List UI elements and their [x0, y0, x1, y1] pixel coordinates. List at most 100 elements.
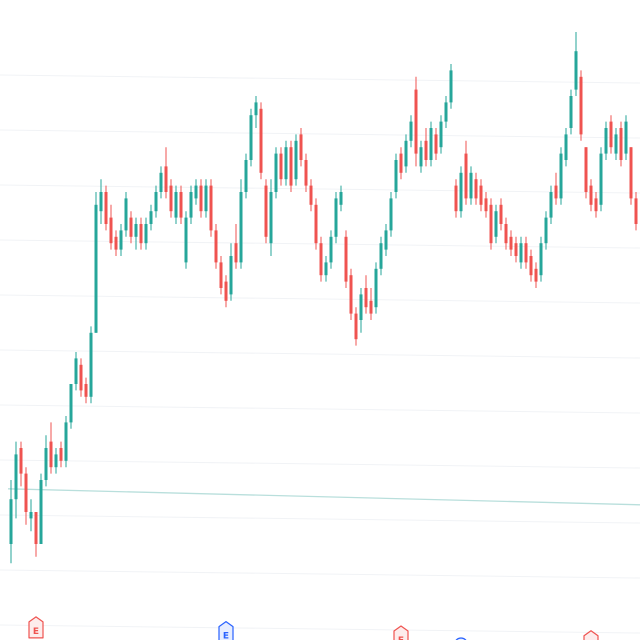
event-marker[interactable] [583, 630, 599, 640]
candle [354, 307, 358, 346]
candle-body [449, 70, 453, 103]
candle-body [74, 358, 78, 384]
event-marker[interactable]: E [218, 621, 234, 640]
candle-body [194, 185, 198, 199]
candle-body [129, 217, 133, 237]
candle [359, 288, 363, 333]
candle [479, 179, 483, 212]
candle-body [484, 198, 488, 212]
event-marker[interactable]: E [393, 625, 409, 640]
candle [494, 204, 498, 244]
candle-body [619, 128, 623, 160]
candle-body [174, 192, 178, 218]
candle-body [234, 243, 238, 263]
candle [234, 224, 238, 269]
earnings-flag-icon [28, 616, 44, 639]
candle-body [69, 384, 73, 423]
candle-body [239, 192, 243, 263]
candle [509, 230, 513, 256]
candle-body [574, 51, 578, 90]
candle-body [614, 134, 618, 154]
candle-body [189, 192, 193, 218]
candle [599, 147, 603, 212]
candle [514, 236, 518, 263]
candle [289, 140, 293, 192]
candle-body [454, 185, 458, 212]
candle [169, 179, 173, 218]
candle [584, 147, 588, 199]
candle [154, 185, 158, 218]
candle-body [499, 204, 503, 224]
candle [539, 236, 543, 282]
gridline [0, 294, 640, 304]
candle [424, 128, 428, 167]
candle-body [584, 147, 588, 192]
candle-body [509, 236, 513, 250]
candle-body [624, 121, 628, 154]
candle-body [479, 185, 483, 205]
candle [129, 211, 133, 244]
candle-body [309, 185, 313, 205]
candle-body [204, 185, 208, 212]
candle [469, 166, 473, 205]
candle-body [569, 96, 573, 128]
candle [19, 441, 23, 487]
candle-body [294, 140, 298, 180]
candle-body [224, 281, 228, 301]
candle [114, 230, 118, 256]
candle-body [9, 499, 13, 544]
candle [409, 115, 413, 148]
candle [119, 224, 123, 256]
candle-body [334, 198, 338, 237]
candle-body [369, 300, 373, 314]
candle [589, 179, 593, 212]
candle [594, 192, 598, 218]
candle-body [34, 512, 38, 544]
candle-body [124, 198, 128, 231]
candle-body [414, 89, 418, 154]
candle [159, 166, 163, 199]
candle-body [464, 153, 468, 199]
candle [29, 499, 33, 532]
candle [84, 377, 88, 404]
candle [444, 96, 448, 128]
candle [134, 217, 138, 250]
candle-body [84, 384, 88, 397]
candle-body [209, 185, 213, 231]
candle-body [439, 121, 443, 148]
candle-body [79, 364, 83, 391]
candle [24, 467, 28, 525]
event-marker[interactable]: E [28, 616, 44, 639]
gridline [0, 569, 640, 579]
candle [184, 211, 188, 269]
candle [264, 179, 268, 244]
candle-body [64, 422, 68, 461]
candle-body [159, 172, 163, 192]
gridline [0, 404, 640, 414]
candle-body [404, 140, 408, 167]
candle-body [409, 121, 413, 141]
candle-body [164, 166, 168, 192]
candle-body [469, 172, 473, 199]
candle-body [109, 217, 113, 244]
candle [284, 140, 288, 186]
candle [279, 147, 283, 186]
candle [64, 416, 68, 468]
candle-body [529, 256, 533, 276]
candle [344, 230, 348, 288]
candle [179, 185, 183, 224]
candle [164, 147, 168, 199]
candle-body [274, 153, 278, 192]
candle [294, 134, 298, 186]
candle [174, 185, 178, 224]
candle [94, 192, 98, 333]
candle [459, 166, 463, 218]
candle-body [424, 140, 428, 160]
candle-body [304, 160, 308, 186]
candle-body [149, 211, 153, 224]
candle-body [144, 224, 148, 244]
candle [504, 217, 508, 250]
candle [534, 262, 538, 288]
